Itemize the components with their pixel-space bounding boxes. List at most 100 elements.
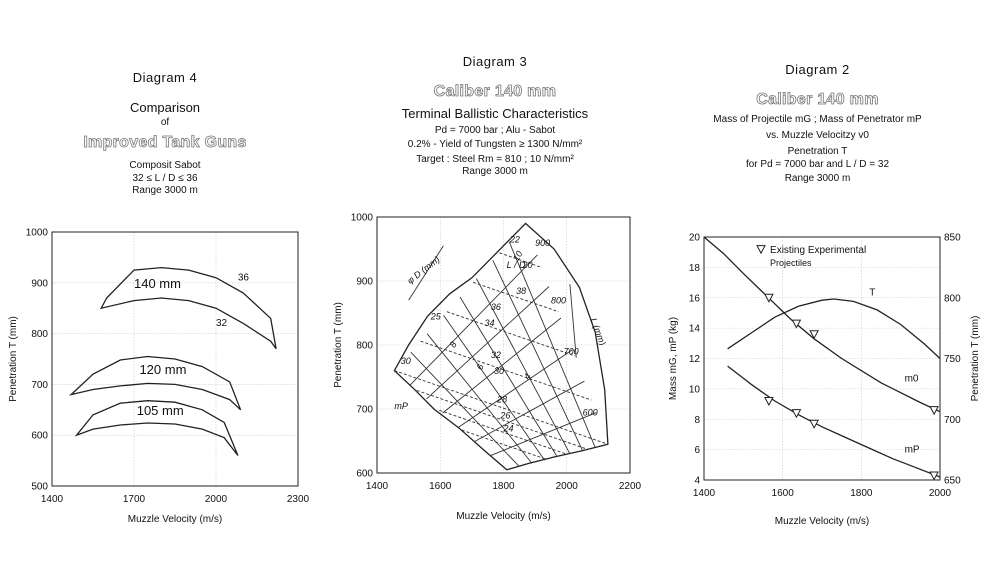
iso-label-rotated: 10 <box>511 249 525 263</box>
iso-label: 26 <box>499 411 510 421</box>
x-tick-label: 1600 <box>772 488 795 499</box>
iso-label: 20 <box>521 260 532 270</box>
legend-marker <box>756 245 766 255</box>
d3-diagram-label: Diagram 3 <box>462 54 528 69</box>
d4-subtitle: Improved Tank Guns <box>83 134 247 152</box>
mesh-line-diag <box>446 311 576 357</box>
y-tick-label: 600 <box>31 431 48 442</box>
x-axis-label: Muzzle Velocity (m/s) <box>128 514 222 525</box>
series-label-m0: m0 <box>905 373 919 384</box>
experimental-marker <box>929 471 939 481</box>
d4-title: Comparison <box>129 100 201 116</box>
band-105-mm <box>74 400 239 456</box>
iso-label-rotated: 4 <box>522 372 533 381</box>
iso-label: 30 <box>401 356 411 366</box>
y-right-tick-label: 750 <box>944 354 961 365</box>
y-axis-label: Penetration T (mm) <box>8 316 19 402</box>
series-label: 120 mm <box>139 362 186 377</box>
y-right-tick-label: 650 <box>944 476 961 487</box>
legend-label-line1: Existing Experimental <box>770 245 866 256</box>
mesh-line-u <box>476 278 571 455</box>
d4-of: of <box>160 116 170 128</box>
y-tick-label: 14 <box>689 324 701 335</box>
d2-header: Diagram 2 Caliber 140 mm Mass of Project… <box>665 62 970 186</box>
mesh-line-u <box>410 351 520 467</box>
x-tick-label: 1600 <box>429 481 452 492</box>
d2-vs: vs. Muzzle Velocitzy v0 <box>766 129 869 141</box>
x-tick-label: 2200 <box>619 481 642 492</box>
envelope <box>393 222 609 471</box>
d3-info2: 0.2% - Yield of Tungsten ≥ 1300 N/mm² <box>407 139 583 150</box>
series-label: 105 mm <box>137 403 184 418</box>
y-tick-label: 12 <box>689 354 701 365</box>
y-tick-label: 10 <box>689 384 701 395</box>
y-tick-label: 500 <box>31 482 48 493</box>
chart-diagram-4: 1400 1700 2000 2300 500 600 700 800 900 1000 Muzzl… <box>8 228 310 526</box>
x-tick-label: 2000 <box>929 488 952 499</box>
mesh-line-v <box>442 317 562 414</box>
series-line-mP <box>727 365 941 478</box>
legend-label-line2: Projectiles <box>770 258 812 268</box>
mesh-line-diag <box>416 389 588 450</box>
d4-diagram-label: Diagram 4 <box>132 70 198 85</box>
mesh-line-u <box>426 333 533 464</box>
mesh-line-v <box>458 349 573 428</box>
iso-label: 600 <box>583 407 598 417</box>
y-right-axis-label: Penetration T (mm) <box>970 316 981 402</box>
plot-frame <box>376 216 631 474</box>
band-140-mm <box>99 266 277 350</box>
d4-info1: Composit Sabot <box>129 160 201 171</box>
mesh-line-diag <box>420 340 592 401</box>
experimental-marker <box>809 419 819 429</box>
iso-label: 24 <box>503 423 514 433</box>
y-tick-label: 6 <box>694 445 700 456</box>
y-axis-label: Mass mG, mP (kg) <box>668 317 679 400</box>
experimental-marker <box>929 406 939 416</box>
d4-header: Diagram 4 Comparison of Improved Tank Gu… <box>40 70 290 198</box>
axis-label-mP: mP <box>394 401 408 411</box>
y-axis-label: Penetration T (mm) <box>333 302 344 388</box>
y-tick-label: 20 <box>689 233 701 244</box>
axis-label-LD: L / D <box>507 260 526 270</box>
x-tick-label: 2000 <box>205 494 228 505</box>
y-tick-label: 600 <box>356 469 373 480</box>
series-upper-label: 36 <box>238 272 250 283</box>
axis-label-L: L (mm) <box>589 317 608 347</box>
plot-frame <box>51 231 299 487</box>
experimental-marker <box>791 409 802 419</box>
series-line-m0 <box>703 236 941 413</box>
x-tick-label: 1800 <box>850 488 873 499</box>
x-tick-label: 1400 <box>41 494 64 505</box>
d3-info3: Target : Steel Rm = 810 ; 10 N/mm² <box>416 153 574 165</box>
d3-info4: Range 3000 m <box>462 166 528 177</box>
x-tick-label: 1400 <box>366 481 389 492</box>
mesh-line-u <box>508 241 596 448</box>
d4-info2: 32 ≤ L / D ≤ 36 <box>132 172 198 184</box>
grid <box>703 236 941 481</box>
mesh-line-diag <box>394 370 609 445</box>
series-label: 140 mm <box>134 276 181 291</box>
d3-info1: Pd = 7000 bar ; Alu - Sabot <box>434 124 556 136</box>
y-tick-label: 900 <box>31 278 48 289</box>
iso-label-rotated: 8 <box>448 340 459 349</box>
y-tick-label: 800 <box>31 329 48 340</box>
x-tick-label: 2000 <box>556 481 579 492</box>
grid <box>376 216 631 474</box>
iso-label: 28 <box>496 395 507 405</box>
iso-label: 800 <box>551 295 566 305</box>
arrow-L <box>569 284 577 358</box>
iso-label: 900 <box>535 238 550 248</box>
d2-caliber: Caliber 140 mm <box>756 91 879 109</box>
y-right-tick-label: 700 <box>944 415 961 426</box>
chart-diagram-2: 1400 1600 1800 2000 4 6 8 10 12 14 16 18 20 Muzzle Ve… <box>668 233 981 528</box>
chart-diagram-3: 1400 1600 1800 2000 2200 600 700 800 900 1000 Muzz… <box>333 213 642 523</box>
y-tick-label: 16 <box>689 293 701 304</box>
d4-info3: Range 3000 m <box>132 185 198 196</box>
x-tick-label: 1400 <box>693 488 716 499</box>
x-axis-label: Muzzle Velocity (m/s) <box>456 511 550 522</box>
experimental-marker <box>809 330 819 340</box>
mesh-line-u <box>443 315 545 461</box>
series-label-T: T <box>869 287 875 298</box>
iso-label: 25 <box>430 311 442 321</box>
y-right-tick-label: 850 <box>944 233 961 244</box>
